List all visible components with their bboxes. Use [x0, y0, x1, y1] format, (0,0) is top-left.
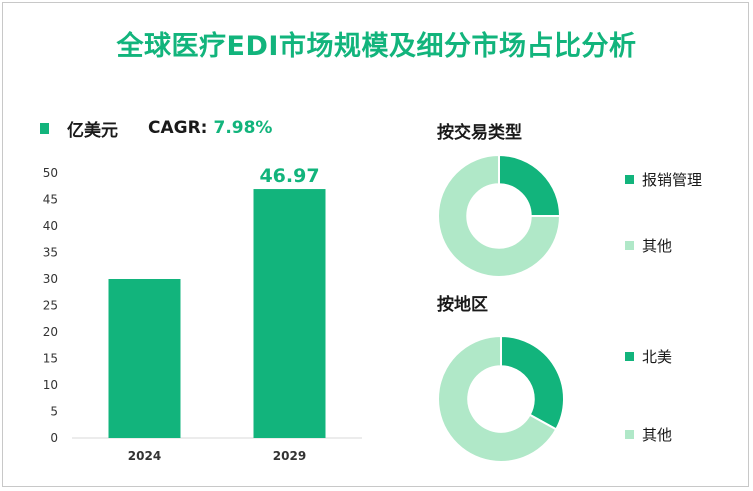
legend-unit: 亿美元: [67, 120, 118, 141]
y-tick-label: 35: [43, 246, 58, 260]
donut-chart-region: [437, 335, 565, 463]
y-tick-label: 40: [43, 219, 58, 233]
pie-legend-item: 其他: [625, 424, 672, 444]
donut-slice: [437, 154, 561, 278]
donut-slice: [498, 154, 561, 217]
donut-chart-transaction-type: [437, 154, 561, 278]
pie-title-region: 按地区: [437, 295, 488, 315]
bar: [108, 279, 181, 438]
bar: [253, 189, 326, 438]
y-tick-label: 30: [43, 272, 58, 286]
donut-slice: [500, 335, 565, 431]
y-tick-label: 45: [43, 193, 58, 207]
pie-legend-label: 报销管理: [642, 170, 703, 189]
legend-swatch: [625, 174, 634, 184]
pie-legend-item: 报销管理: [625, 169, 702, 189]
legend-swatch: [625, 351, 634, 361]
x-tick-label: 2024: [128, 449, 161, 463]
pie-legend-label: 其他: [642, 425, 673, 444]
pie-legend-label: 北美: [642, 347, 673, 366]
pie-legend-label: 其他: [642, 236, 673, 255]
legend-swatch: [625, 429, 634, 439]
pie-legend-item: 其他: [625, 235, 672, 255]
x-tick-label: 2029: [273, 449, 306, 463]
y-tick-label: 50: [43, 166, 58, 180]
y-tick-label: 0: [50, 431, 58, 445]
cagr-value: 7.98%: [213, 118, 273, 138]
donut-slice: [437, 335, 558, 463]
pie-title-transaction-type: 按交易类型: [437, 123, 522, 143]
y-tick-label: 25: [43, 299, 58, 313]
chart-title: 全球医疗EDI市场规模及细分市场占比分析: [116, 31, 637, 62]
chart-frame: [2, 2, 749, 487]
y-tick-label: 10: [43, 378, 58, 392]
y-tick-label: 5: [50, 405, 58, 419]
data-label: 46.97: [259, 165, 319, 187]
cagr-label: CAGR:: [148, 118, 208, 138]
legend-swatch: [40, 122, 49, 134]
y-tick-label: 15: [43, 352, 58, 366]
legend-swatch: [625, 240, 634, 250]
bar-legend: 亿美元 CAGR: 7.98%: [40, 117, 273, 141]
y-tick-label: 20: [43, 325, 58, 339]
pie-legend-item: 北美: [625, 346, 672, 366]
